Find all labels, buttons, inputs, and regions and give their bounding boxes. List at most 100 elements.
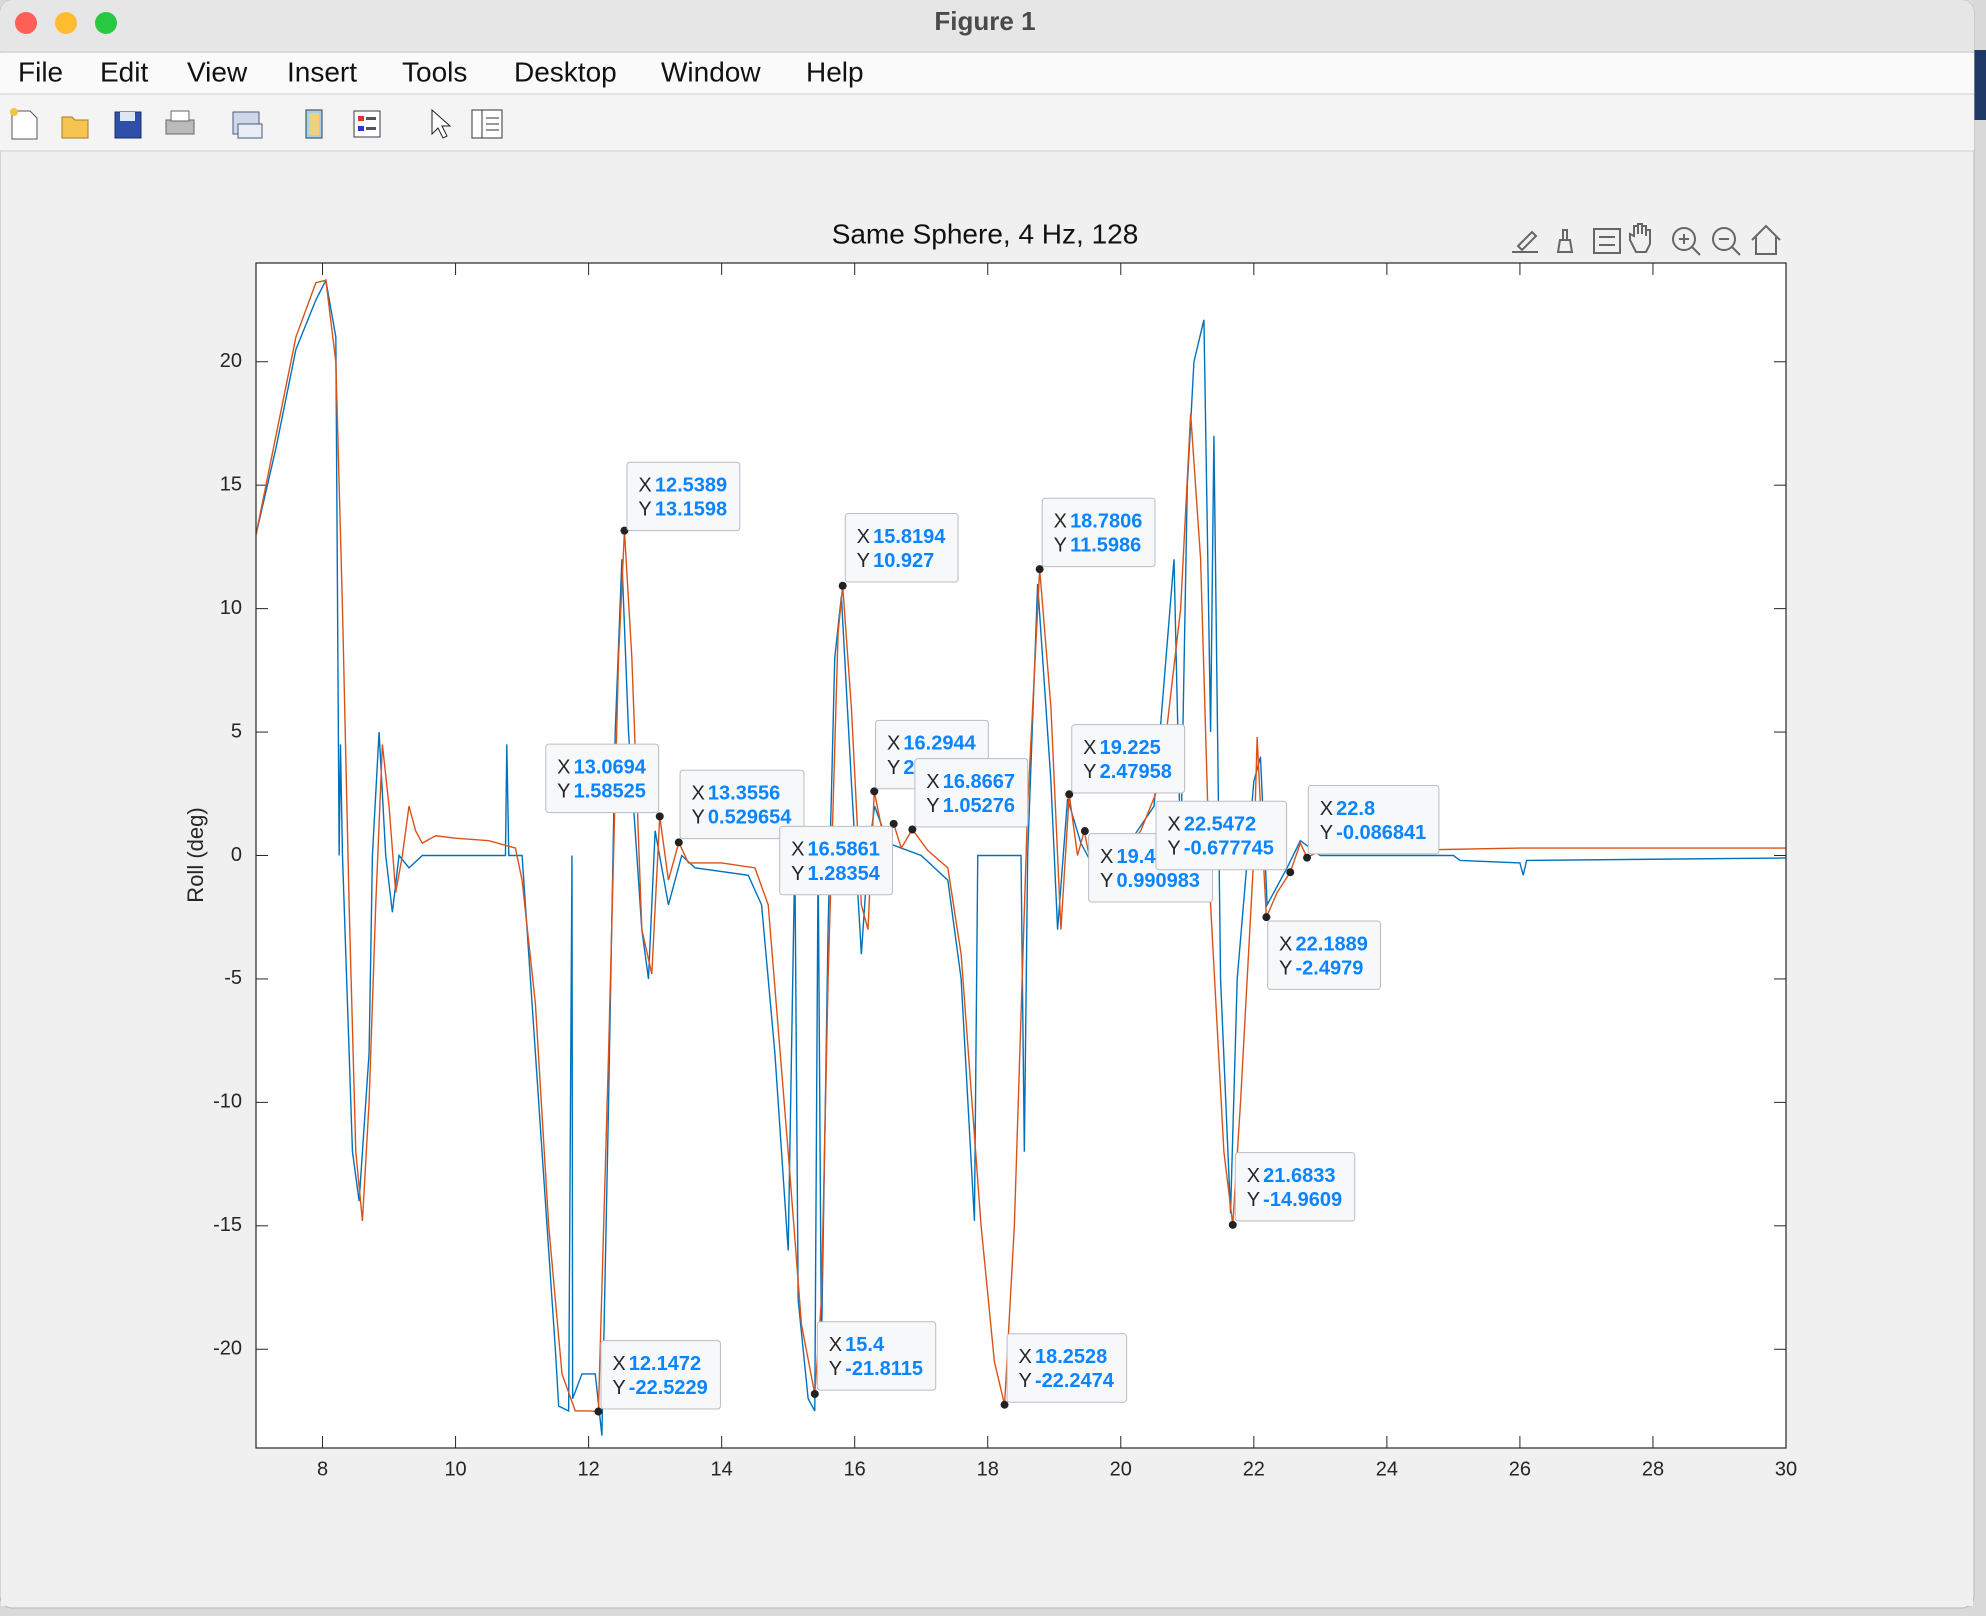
- x-tick-label: 20: [1110, 1458, 1132, 1480]
- y-tick-label: -5: [224, 967, 242, 989]
- datatip-x-value: 18.7806: [1070, 511, 1142, 533]
- zoom-out-button[interactable]: [1712, 227, 1741, 256]
- datatip-x-key: X: [829, 1334, 842, 1356]
- series-line: [256, 279, 1786, 1413]
- minimize-button[interactable]: [55, 12, 77, 34]
- zoom-in-button[interactable]: [1672, 227, 1701, 256]
- datatip-x-key: X: [1054, 511, 1067, 533]
- datatip-marker: [655, 812, 664, 821]
- datatip-y-key: Y: [638, 499, 651, 521]
- link-button[interactable]: [232, 111, 263, 139]
- datatip-box: [914, 758, 1029, 828]
- datatip-x-key: X: [1247, 1165, 1260, 1187]
- brush-button[interactable]: [1556, 229, 1574, 253]
- datatip-x-key: X: [1018, 1346, 1031, 1368]
- datatip-marker: [1080, 827, 1089, 836]
- y-axis-label: Roll (deg): [183, 807, 208, 902]
- edit-plot-button[interactable]: [431, 108, 452, 139]
- datatip-y-value: 13.1598: [655, 499, 727, 521]
- y-tick-label: 0: [231, 844, 242, 866]
- new-button[interactable]: [10, 108, 38, 140]
- menu-item[interactable]: Insert: [287, 56, 357, 87]
- toolbar-bg: [0, 95, 1974, 151]
- datatip-y-value: 1.28354: [808, 863, 881, 885]
- datatip-x-value: 18.2528: [1035, 1346, 1107, 1368]
- datatip-x-value: 13.3556: [708, 783, 780, 805]
- axes-box: [255, 262, 1787, 1449]
- x-tick-label: 24: [1376, 1458, 1398, 1480]
- menu-item[interactable]: File: [18, 56, 63, 87]
- datatip-box: [626, 461, 741, 532]
- menu-item[interactable]: Tools: [402, 56, 467, 87]
- menu-item[interactable]: Window: [661, 56, 761, 87]
- series-line: [256, 278, 1786, 1436]
- datatip-y-key: Y: [1054, 535, 1067, 557]
- datatip-x-key: X: [1320, 798, 1333, 820]
- menu-item[interactable]: Desktop: [514, 56, 617, 87]
- x-tick-label: 12: [577, 1458, 599, 1480]
- save-button[interactable]: [114, 111, 142, 139]
- datatip-y-key: Y: [1167, 838, 1180, 860]
- menu-item[interactable]: Help: [806, 56, 864, 87]
- menu-item[interactable]: Edit: [100, 56, 148, 87]
- datatip-y-value: 0.990983: [1117, 870, 1200, 892]
- menu-item[interactable]: View: [187, 56, 248, 87]
- datatip-marker: [1000, 1400, 1009, 1409]
- datatip-marker: [810, 1389, 819, 1398]
- datatip-marker: [889, 819, 898, 828]
- datatip[interactable]: X 15.4Y -21.8115: [816, 1321, 937, 1391]
- toolbar: [0, 95, 1974, 152]
- datatip-y-key: Y: [1100, 870, 1113, 892]
- datatip-y-value: -2.4979: [1296, 957, 1364, 979]
- y-tick-label: -15: [213, 1214, 242, 1236]
- legend-button[interactable]: [353, 110, 381, 138]
- datatip-y-key: Y: [887, 757, 900, 779]
- datatip-y-key: Y: [829, 1358, 842, 1380]
- datatip-box: [1155, 800, 1288, 871]
- close-button[interactable]: [15, 12, 37, 34]
- chart-title: Same Sphere, 4 Hz, 128: [832, 218, 1139, 249]
- datatip-x-key: X: [1167, 814, 1180, 836]
- datatip-box: [1041, 497, 1156, 568]
- x-tick-label: 26: [1509, 1458, 1531, 1480]
- pan-button[interactable]: [1629, 223, 1651, 253]
- export-button[interactable]: [1512, 230, 1538, 253]
- print-button[interactable]: [165, 110, 195, 135]
- datatip-y-value: -0.086841: [1336, 822, 1426, 844]
- datatip[interactable]: X 22.8Y -0.086841: [1307, 784, 1440, 855]
- open-button[interactable]: [61, 116, 89, 139]
- datatip-marker: [1035, 565, 1044, 574]
- zoom-button[interactable]: [95, 12, 117, 34]
- datatip-x-key: X: [1083, 737, 1096, 759]
- datatip-y-value: 10.927: [873, 550, 934, 572]
- datatip-y-key: Y: [791, 863, 804, 885]
- x-tick-label: 8: [317, 1458, 328, 1480]
- home-button[interactable]: [1751, 224, 1781, 255]
- datatip-x-value: 22.1889: [1296, 933, 1368, 955]
- datatip-marker: [1303, 853, 1312, 862]
- datatip-x-value: 22.8: [1336, 798, 1375, 820]
- plot: 8 10 12 14 16 18 20 22 24 26 28 30 -20 -15 -10 -5 0 5 10 15…: [213, 262, 1797, 1480]
- colorbar-button[interactable]: [305, 109, 323, 139]
- datatip-y-value: 0.529654: [708, 807, 792, 829]
- title-bar: [0, 0, 1974, 52]
- datatip-box: [545, 743, 660, 814]
- datatip-box: [1307, 784, 1440, 855]
- datatip-button[interactable]: [1593, 228, 1621, 254]
- property-inspector-button[interactable]: [471, 109, 503, 139]
- datatip-x-key: X: [1100, 846, 1113, 868]
